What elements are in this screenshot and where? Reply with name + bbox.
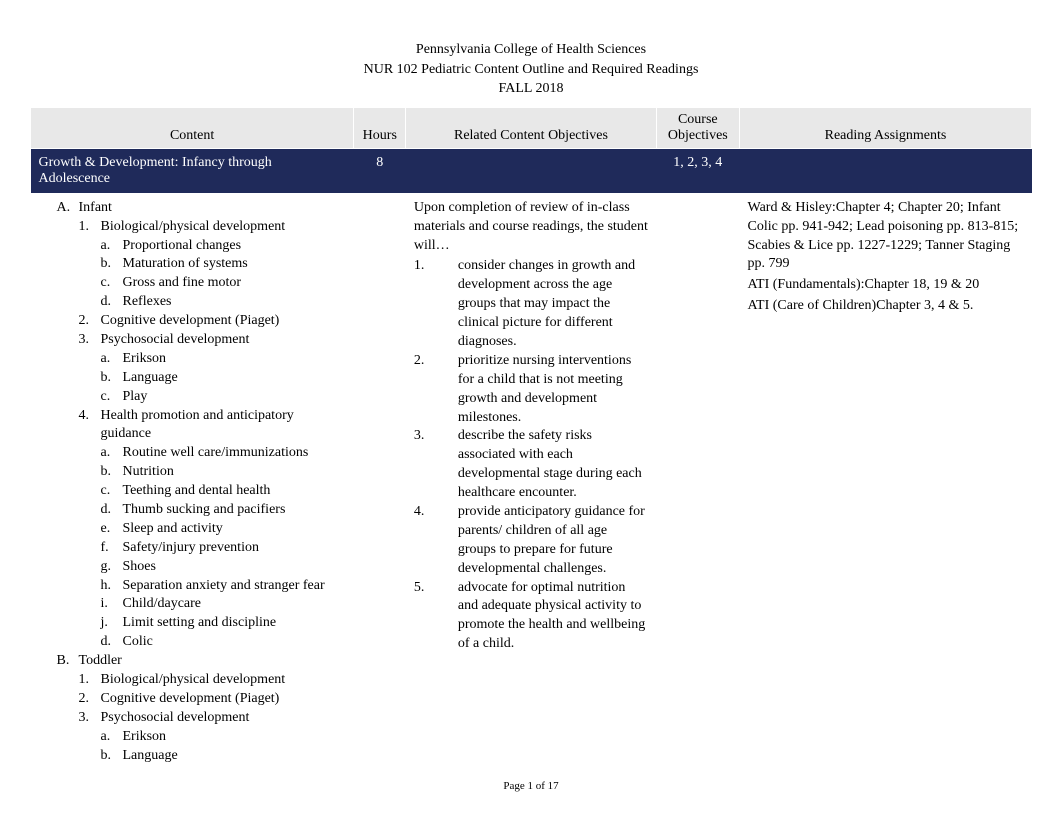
outline-mark: a. bbox=[101, 350, 123, 369]
col-related: Related Content Objectives bbox=[406, 107, 656, 148]
outline-item-B: B. Toddler 1.Biological/physical develop… bbox=[57, 652, 346, 765]
outline-mark: c. bbox=[101, 274, 123, 293]
table-header-row: Content Hours Related Content Objectives… bbox=[31, 107, 1032, 148]
outline-mark: 3. bbox=[79, 331, 101, 407]
outline-mark: b. bbox=[101, 369, 123, 388]
outline-mark: B. bbox=[57, 652, 79, 765]
outline-item-A: A. Infant 1.Biological/physical developm… bbox=[57, 199, 346, 652]
outline-text: Separation anxiety and stranger fear bbox=[123, 577, 346, 596]
outline-text: Erikson bbox=[123, 350, 346, 369]
outline-table: Content Hours Related Content Objectives… bbox=[30, 107, 1032, 772]
section-related bbox=[406, 148, 656, 193]
reading-p3: ATI (Care of Children)Chapter 3, 4 & 5. bbox=[748, 297, 1024, 316]
outline-text: Routine well care/immunizations bbox=[123, 444, 346, 463]
outline-text: Toddler bbox=[79, 652, 346, 671]
objectives-intro: Upon completion of review of in-class ma… bbox=[414, 199, 648, 256]
outline-text: Cognitive development (Piaget) bbox=[101, 690, 346, 709]
outline-mark: 4. bbox=[79, 407, 101, 653]
obj-num: 1. bbox=[414, 257, 458, 351]
obj-num: 3. bbox=[414, 427, 458, 503]
outline-text: Cognitive development (Piaget) bbox=[101, 312, 346, 331]
body-row: A. Infant 1.Biological/physical developm… bbox=[31, 193, 1032, 772]
outline-text: Thumb sucking and pacifiers bbox=[123, 501, 346, 520]
outline-text: Language bbox=[123, 369, 346, 388]
outline-mark: b. bbox=[101, 747, 123, 766]
outline-text: Play bbox=[123, 388, 346, 407]
readings-cell: Ward & Hisley:Chapter 4; Chapter 20; Inf… bbox=[740, 193, 1032, 772]
section-readings bbox=[740, 148, 1032, 193]
outline-mark: 2. bbox=[79, 690, 101, 709]
outline-mark: c. bbox=[101, 482, 123, 501]
outline-text: Shoes bbox=[123, 558, 346, 577]
course-obj-cell bbox=[656, 193, 739, 772]
col-hours: Hours bbox=[354, 107, 406, 148]
obj-text: consider changes in growth and developme… bbox=[458, 257, 648, 351]
outline-mark: 1. bbox=[79, 218, 101, 312]
outline-text: Reflexes bbox=[123, 293, 346, 312]
outline-mark: d. bbox=[101, 293, 123, 312]
outline-text: Gross and fine motor bbox=[123, 274, 346, 293]
section-title: Growth & Development: Infancy through Ad… bbox=[31, 148, 354, 193]
col-course-obj: Course Objectives bbox=[656, 107, 739, 148]
outline-text: Maturation of systems bbox=[123, 255, 346, 274]
outline-text: Nutrition bbox=[123, 463, 346, 482]
section-hours: 8 bbox=[354, 148, 406, 193]
obj-num: 4. bbox=[414, 503, 458, 579]
outline-mark: c. bbox=[101, 388, 123, 407]
outline-text: Psychosocial development bbox=[101, 709, 346, 728]
reading-p2: ATI (Fundamentals):Chapter 18, 19 & 20 bbox=[748, 276, 1024, 295]
objectives-cell: Upon completion of review of in-class ma… bbox=[406, 193, 656, 772]
obj-num: 5. bbox=[414, 579, 458, 655]
obj-text: prioritize nursing interventions for a c… bbox=[458, 352, 648, 428]
course-title: NUR 102 Pediatric Content Outline and Re… bbox=[30, 60, 1032, 80]
content-cell: A. Infant 1.Biological/physical developm… bbox=[31, 193, 354, 772]
page-footer: Page 1 of 17 bbox=[30, 780, 1032, 792]
outline-mark: e. bbox=[101, 520, 123, 539]
obj-text: advocate for optimal nutrition and adequ… bbox=[458, 579, 648, 655]
outline-mark: 2. bbox=[79, 312, 101, 331]
outline-mark: b. bbox=[101, 255, 123, 274]
outline-mark: b. bbox=[101, 463, 123, 482]
section-row: Growth & Development: Infancy through Ad… bbox=[31, 148, 1032, 193]
outline-mark: g. bbox=[101, 558, 123, 577]
outline-mark: d. bbox=[101, 501, 123, 520]
outline-mark: a. bbox=[101, 444, 123, 463]
outline-text: Proportional changes bbox=[123, 237, 346, 256]
outline-mark: a. bbox=[101, 237, 123, 256]
outline-text: Colic bbox=[123, 633, 346, 652]
outline-mark: 1. bbox=[79, 671, 101, 690]
institution-name: Pennsylvania College of Health Sciences bbox=[30, 40, 1032, 60]
hours-cell bbox=[354, 193, 406, 772]
outline-mark: j. bbox=[101, 614, 123, 633]
col-content: Content bbox=[31, 107, 354, 148]
outline-mark: 3. bbox=[79, 709, 101, 766]
outline-text: Psychosocial development bbox=[101, 331, 346, 350]
reading-p1: Ward & Hisley:Chapter 4; Chapter 20; Inf… bbox=[748, 199, 1024, 275]
document-header: Pennsylvania College of Health Sciences … bbox=[30, 40, 1032, 99]
outline-text: Safety/injury prevention bbox=[123, 539, 346, 558]
outline-mark: a. bbox=[101, 728, 123, 747]
outline-text: Language bbox=[123, 747, 346, 766]
outline-text: Biological/physical development bbox=[101, 671, 346, 690]
outline-text: Child/daycare bbox=[123, 595, 346, 614]
outline-text: Erikson bbox=[123, 728, 346, 747]
outline-mark: i. bbox=[101, 595, 123, 614]
section-course-obj: 1, 2, 3, 4 bbox=[656, 148, 739, 193]
obj-text: provide anticipatory guidance for parent… bbox=[458, 503, 648, 579]
outline-mark: h. bbox=[101, 577, 123, 596]
outline-text: Health promotion and anticipatory guidan… bbox=[101, 407, 346, 445]
obj-text: describe the safety risks associated wit… bbox=[458, 427, 648, 503]
outline-mark: A. bbox=[57, 199, 79, 652]
term: FALL 2018 bbox=[30, 79, 1032, 99]
obj-num: 2. bbox=[414, 352, 458, 428]
col-readings: Reading Assignments bbox=[740, 107, 1032, 148]
outline-text: Sleep and activity bbox=[123, 520, 346, 539]
outline-text: Teething and dental health bbox=[123, 482, 346, 501]
outline-text: Infant bbox=[79, 199, 346, 218]
outline-text: Limit setting and discipline bbox=[123, 614, 346, 633]
outline-mark: d. bbox=[101, 633, 123, 652]
outline-mark: f. bbox=[101, 539, 123, 558]
outline-text: Biological/physical development bbox=[101, 218, 346, 237]
